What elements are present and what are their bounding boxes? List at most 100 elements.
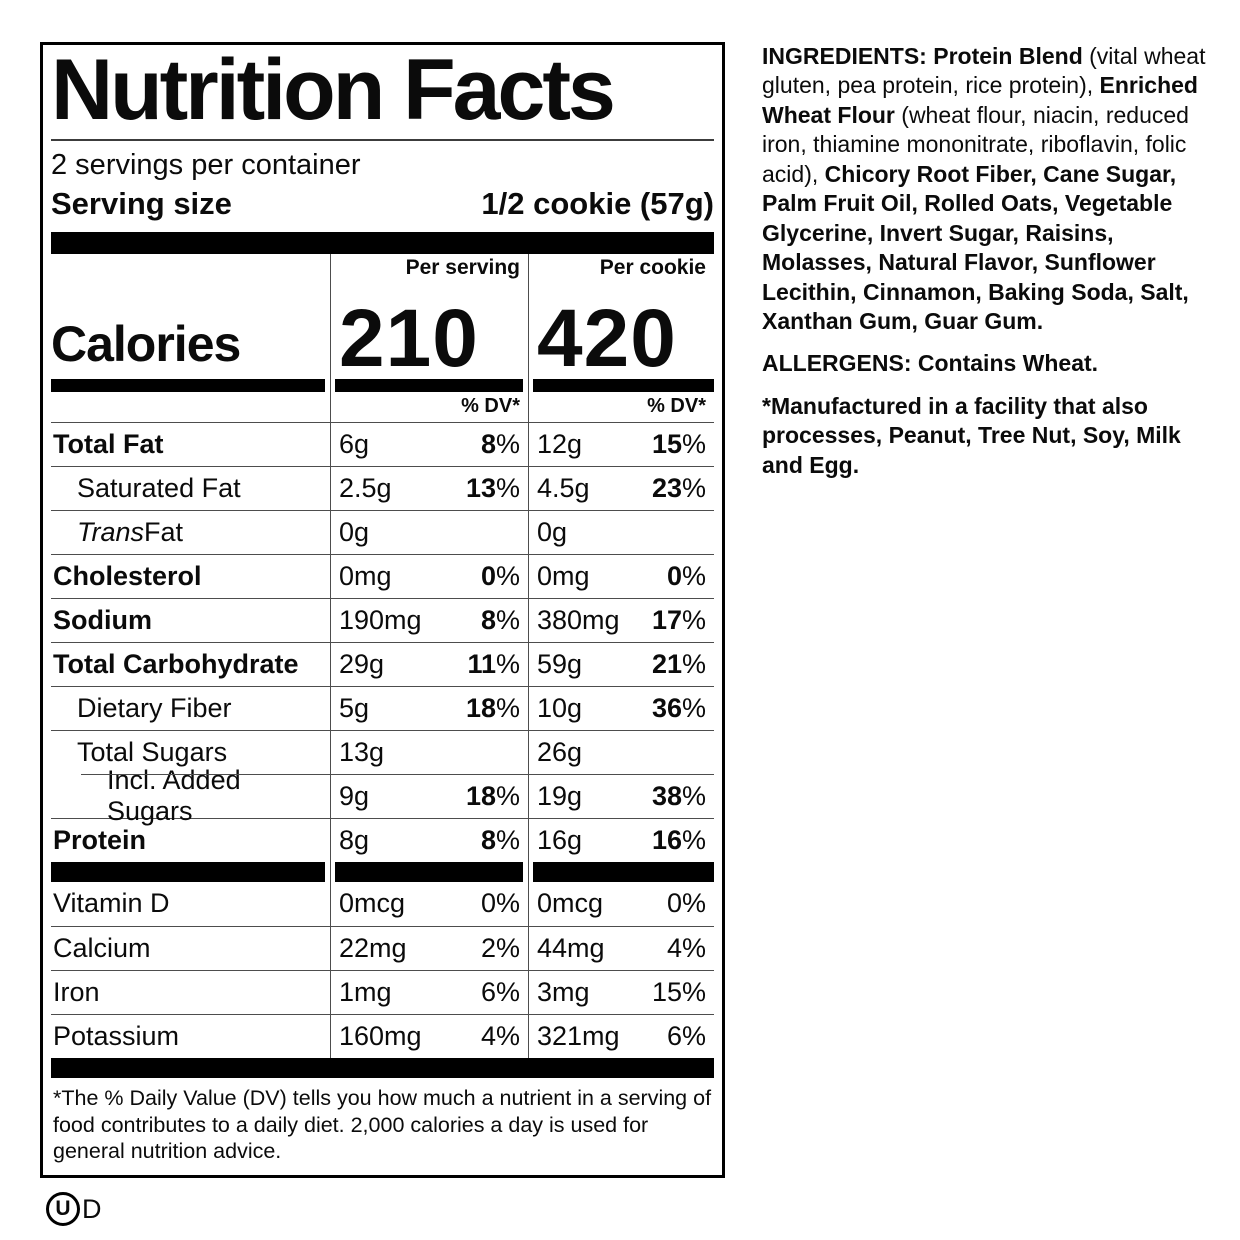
value-row-per-serving: 9g 18% bbox=[331, 773, 528, 818]
amount-per-serving: 9g bbox=[339, 780, 370, 811]
amount-per-cookie: 0mcg bbox=[537, 888, 604, 919]
bold-text-segment: INGREDIENTS: Protein Blend bbox=[762, 43, 1083, 69]
amount-per-serving: 190mg bbox=[339, 604, 422, 635]
amount-per-cookie: 26g bbox=[537, 736, 583, 767]
value-row-per-cookie: 16g 16% bbox=[529, 817, 714, 862]
amount-per-serving: 0g bbox=[339, 516, 370, 547]
kosher-ou-d-mark: U D bbox=[46, 1192, 102, 1226]
column-nutrient-names: Calories Total Fat Saturated Fat Trans Fat C… bbox=[51, 254, 330, 1058]
nutrient-name: Calcium bbox=[51, 925, 330, 970]
calories-value-per-serving: 210 bbox=[339, 292, 479, 384]
value-row-per-serving: 2.5g 13% bbox=[331, 465, 528, 510]
calories-block: Calories bbox=[51, 254, 330, 392]
amount-per-cookie: 4.5g bbox=[537, 472, 590, 503]
dv-percent: 15% bbox=[651, 976, 706, 1007]
section-separator-bar bbox=[51, 861, 325, 882]
value-row-per-serving: 13g bbox=[331, 729, 528, 774]
dv-percent: 0% bbox=[666, 888, 706, 919]
bold-text-segment: ALLERGENS: Contains Wheat. bbox=[762, 350, 1099, 377]
amount-per-serving: 160mg bbox=[339, 1020, 422, 1051]
amount-per-cookie: 16g bbox=[537, 824, 583, 855]
value-row-per-serving: 190mg 8% bbox=[331, 597, 528, 642]
value-row-per-cookie: 59g 21% bbox=[529, 641, 714, 686]
bold-text-segment: Enriched Wheat Flour bbox=[762, 72, 1198, 128]
amount-per-serving: 1mg bbox=[339, 976, 392, 1007]
amount-per-cookie: 10g bbox=[537, 692, 583, 723]
dv-header-spacer bbox=[51, 392, 330, 422]
dv-percent: 21% bbox=[651, 648, 706, 679]
dv-percent: 6% bbox=[666, 1020, 706, 1051]
bold-text-segment: Chicory Root Fiber, Cane Sugar, Palm Fru… bbox=[762, 160, 1189, 334]
value-row-per-serving: 22mg 2% bbox=[331, 925, 528, 970]
kosher-letter: U bbox=[55, 1197, 71, 1220]
separator-bar-top bbox=[51, 231, 714, 254]
dv-percent: 18% bbox=[465, 692, 520, 723]
nutrient-name: Protein bbox=[51, 817, 330, 862]
column-per-serving: Per serving 210 % DV* 6g 8% 2.5g 13% 0g 0mg 0% 190… bbox=[330, 253, 528, 1058]
dv-percent: 11% bbox=[467, 648, 520, 679]
dv-footnote: *The % Daily Value (DV) tells you how mu… bbox=[53, 1085, 712, 1164]
dv-percent: 0% bbox=[480, 560, 520, 591]
dv-percent: 0% bbox=[666, 560, 706, 591]
value-row-per-cookie: 26g bbox=[529, 729, 714, 774]
amount-per-cookie: 321mg bbox=[537, 1020, 620, 1051]
dv-percent: 38% bbox=[651, 780, 706, 811]
amount-per-serving: 2.5g bbox=[339, 472, 392, 503]
ingredients-paragraph: INGREDIENTS: Protein Blend (vital wheat … bbox=[762, 42, 1212, 336]
value-row-per-serving: 8g 8% bbox=[331, 817, 528, 862]
kosher-dairy-suffix: D bbox=[82, 1193, 102, 1224]
amount-per-serving: 22mg bbox=[339, 932, 407, 963]
calories-block-per-cookie: Per cookie 420 bbox=[529, 254, 714, 392]
value-row-per-cookie: 0mg 0% bbox=[529, 553, 714, 598]
amount-per-serving: 8g bbox=[339, 824, 370, 855]
dv-percent: 4% bbox=[666, 932, 706, 963]
nutrient-name: Total Carbohydrate bbox=[51, 641, 330, 686]
dv-percent: 2% bbox=[480, 932, 520, 963]
value-row-per-cookie: 44mg 4% bbox=[529, 925, 714, 970]
column-per-cookie: Per cookie 420 % DV* 12g 15% 4.5g 23% 0g 0mg 0% 38… bbox=[528, 253, 714, 1058]
italic-name-part: Trans bbox=[77, 516, 145, 547]
value-row-per-serving: 6g 8% bbox=[331, 421, 528, 466]
nutrient-name: Sodium bbox=[51, 597, 330, 642]
value-row-per-cookie: 12g 15% bbox=[529, 421, 714, 466]
text-segment: (wheat flour, niacin, reduced iron, thia… bbox=[762, 101, 1189, 187]
nutrient-name: Cholesterol bbox=[51, 553, 330, 598]
value-row-per-cookie: 3mg 15% bbox=[529, 969, 714, 1014]
dv-percent: 23% bbox=[651, 472, 706, 503]
kosher-circle-u-icon: U bbox=[46, 1192, 80, 1226]
amount-per-serving: 29g bbox=[339, 648, 385, 679]
value-row-per-cookie: 380mg 17% bbox=[529, 597, 714, 642]
value-row-per-serving: 1mg 6% bbox=[331, 969, 528, 1014]
value-row-per-cookie: 0mcg 0% bbox=[529, 882, 714, 926]
dv-percent: 18% bbox=[465, 780, 520, 811]
calories-bar bbox=[335, 378, 523, 392]
nf-title: Nutrition Facts bbox=[51, 46, 714, 141]
value-row-per-cookie: 4.5g 23% bbox=[529, 465, 714, 510]
nutrient-name: Total Sugars bbox=[51, 729, 330, 774]
dv-percent: 8% bbox=[480, 824, 520, 855]
nutrient-name: Vitamin D bbox=[53, 888, 170, 919]
calories-bar bbox=[533, 378, 714, 392]
calories-header-per-serving: Per serving bbox=[405, 255, 520, 279]
value-row-per-cookie: 10g 36% bbox=[529, 685, 714, 730]
nutrient-name: Potassium bbox=[51, 1013, 330, 1058]
amount-per-cookie: 19g bbox=[537, 780, 583, 811]
amount-per-cookie: 0mg bbox=[537, 560, 590, 591]
amount-per-serving: 13g bbox=[339, 736, 385, 767]
nutrient-name: Dietary Fiber bbox=[51, 685, 330, 730]
amount-per-cookie: 59g bbox=[537, 648, 583, 679]
nutrient-name: Saturated Fat bbox=[51, 465, 330, 510]
calories-header-per-cookie: Per cookie bbox=[599, 255, 706, 279]
serving-size-label: Serving size bbox=[51, 185, 232, 221]
value-row-per-cookie: 0g bbox=[529, 509, 714, 554]
nutrition-facts-label: Nutrition Facts 2 servings per container… bbox=[40, 42, 725, 1179]
amount-per-serving: 0mcg bbox=[339, 888, 406, 919]
value-row-per-serving: 0g bbox=[331, 509, 528, 554]
value-row-per-serving: 5g 18% bbox=[331, 685, 528, 730]
dv-percent: 0% bbox=[480, 888, 520, 919]
dv-percent: 16% bbox=[651, 824, 706, 855]
value-row-per-serving: 0mg 0% bbox=[331, 553, 528, 598]
nutrition-table: Calories Total Fat Saturated Fat Trans Fat C… bbox=[51, 253, 714, 1058]
amount-per-serving: 6g bbox=[339, 428, 370, 459]
